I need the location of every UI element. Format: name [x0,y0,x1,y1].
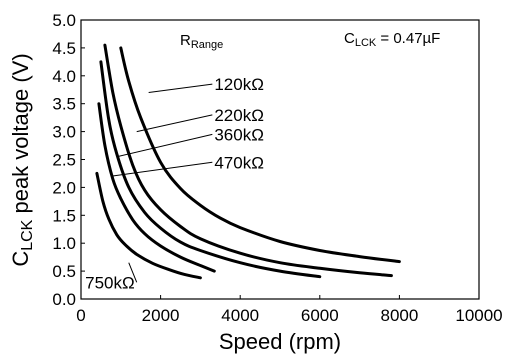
x-tick-label: 2000 [142,306,180,325]
annotation-label-4: 470kΩ [214,153,264,172]
info-box-background [333,22,473,51]
annotation-label-3: 360kΩ [214,125,264,144]
ticks-layer: 0 2000 4000 6000 8000 10000 0.0 0.5 1.0 1.5 2.0 2.5… [52,11,502,325]
y-tick-label: 1.5 [52,206,76,225]
y-tick-label: 4.0 [52,67,76,86]
y-tick-label: 5.0 [52,11,76,30]
annotation-label-5: 750kΩ [85,273,135,292]
series-line-3 [99,60,322,279]
y-tick-label: 2.5 [52,151,76,170]
y-axis-label: CLCK peak voltage (V) [8,53,36,266]
y-tick-label: 2.0 [52,178,76,197]
series-layer [95,43,401,280]
annotation-leader-3 [116,133,213,158]
legend-title: RRange [180,32,223,51]
capacitance-label: CLCK = 0.47µF [344,30,440,49]
x-axis-label: Speed (rpm) [219,329,341,354]
annotation-leader-5 [128,262,138,283]
x-tick-label: 0 [76,306,85,325]
info-box: CLCK = 0.47µF [333,22,473,51]
annotation-label-1: 120kΩ [214,75,264,94]
y-tick-label: 3.5 [52,95,76,114]
y-tick-label: 3.0 [52,123,76,142]
y-tick-label: 0.5 [52,262,76,281]
series-line-4 [97,102,216,273]
y-tick-label: 4.5 [52,39,76,58]
annotation-leader-4 [110,161,213,177]
x-tick-label: 6000 [301,306,339,325]
x-tick-label: 10000 [455,306,502,325]
y-tick-label: 0.0 [52,290,76,309]
x-tick-label: 8000 [380,306,418,325]
series-line-1 [119,46,401,264]
annotation-leader-2 [136,114,213,133]
annotation-leader-1 [148,83,213,94]
y-tick-label: 1.0 [52,234,76,253]
x-tick-label: 4000 [221,306,259,325]
series-line-2 [103,43,393,278]
annotation-label-2: 220kΩ [214,106,264,125]
series-line-5 [95,171,202,280]
